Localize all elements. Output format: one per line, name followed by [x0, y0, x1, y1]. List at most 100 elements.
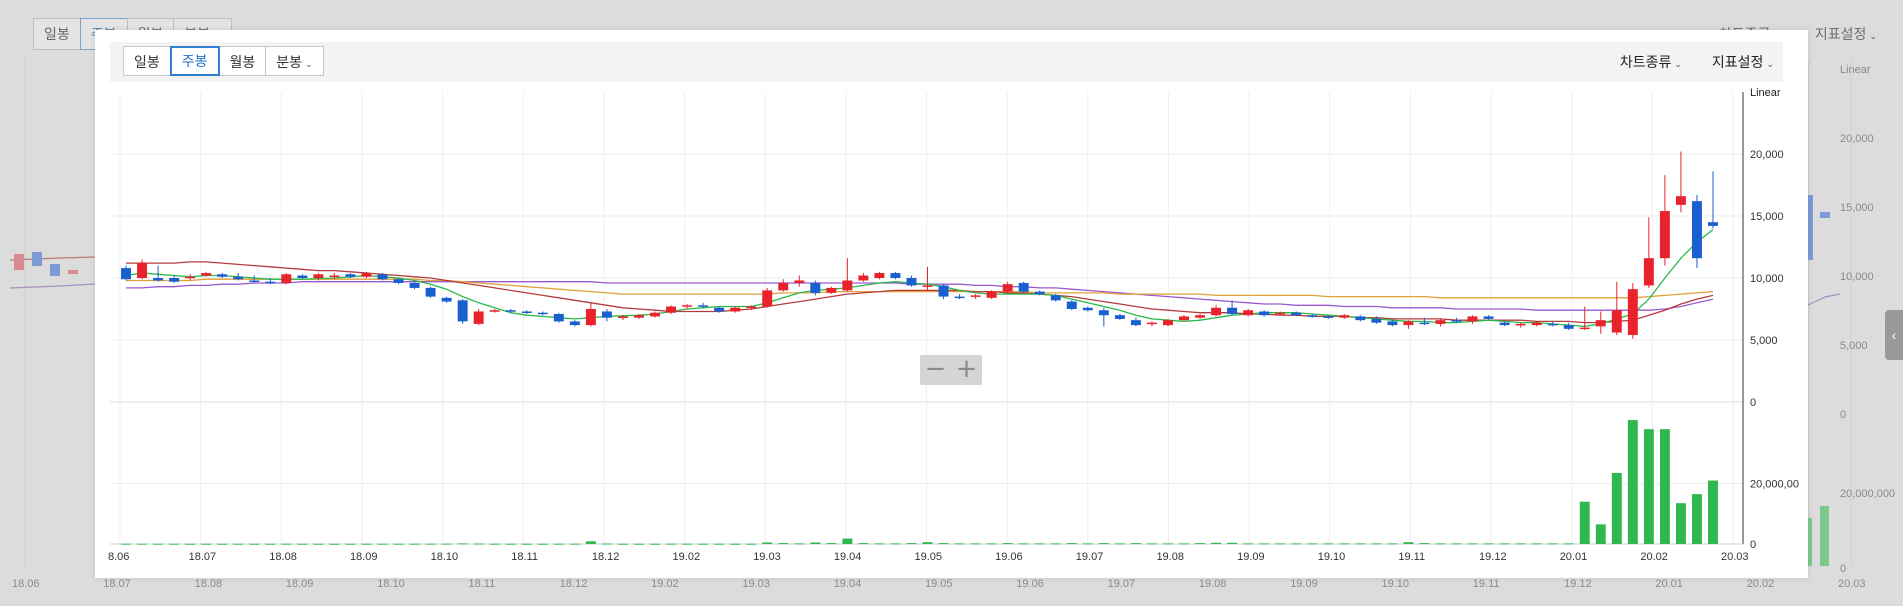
volume-bar	[1275, 543, 1286, 545]
candle	[730, 306, 741, 313]
candle-body	[826, 287, 837, 293]
candle	[1339, 313, 1350, 319]
candle-body	[1082, 307, 1093, 311]
volume-bar	[1435, 543, 1446, 545]
volume-bar	[906, 543, 917, 545]
candle-body	[1627, 289, 1638, 336]
chart-type-dropdown[interactable]: 차트종류 ⌄	[1620, 52, 1682, 72]
bg-x-axis-label: 18.06	[12, 578, 40, 590]
x-axis-label: 18.11	[511, 551, 538, 563]
candle	[986, 290, 997, 300]
candle-body	[441, 297, 452, 302]
chevron-down-icon: ⌄	[1674, 59, 1682, 69]
candle	[1627, 282, 1638, 339]
candle	[890, 271, 901, 280]
chevron-down-icon: ⌄	[1766, 59, 1774, 69]
candle	[537, 311, 548, 316]
volume-bar	[457, 543, 468, 545]
candle	[954, 294, 965, 300]
candle	[1098, 307, 1109, 327]
candle-body	[569, 321, 580, 326]
candle	[1708, 171, 1718, 229]
candle-body	[617, 316, 628, 318]
candle-body	[666, 306, 677, 313]
volume-bar	[746, 543, 757, 545]
bg-x-axis-label: 18.09	[286, 578, 314, 590]
volume-bar	[617, 543, 628, 545]
volume-bar	[1114, 543, 1125, 545]
candle	[233, 273, 244, 281]
candle-body	[1339, 315, 1350, 318]
volume-bar	[1531, 543, 1542, 545]
candle-body	[970, 295, 981, 297]
candle	[1579, 306, 1590, 331]
candle-body	[650, 312, 660, 317]
x-axis-label: 19.06	[995, 551, 1023, 563]
tab-weekly[interactable]: 주봉	[169, 46, 220, 76]
candle-body	[1162, 320, 1173, 326]
bg-candle-body	[1803, 195, 1813, 260]
candle-body	[1098, 310, 1109, 316]
zoom-out-button[interactable]: −	[924, 354, 947, 384]
tab-minute-label: 분봉	[276, 54, 303, 70]
volume-bar	[569, 543, 580, 545]
candle-body	[1499, 322, 1510, 326]
candle	[201, 271, 212, 277]
tab-daily[interactable]: 일봉	[123, 46, 171, 76]
candle-body	[682, 305, 693, 307]
candle-body	[537, 312, 548, 315]
candle	[1146, 321, 1157, 327]
bg-x-axis-label: 18.11	[469, 578, 496, 590]
candle-body	[730, 307, 741, 312]
bg-candle-body	[32, 252, 42, 266]
volume-bar	[1195, 543, 1205, 545]
side-panel-toggle-button[interactable]: ‹	[1885, 310, 1903, 360]
volume-bar	[1403, 542, 1414, 544]
candle-body	[1066, 301, 1077, 309]
bg-candle-body	[50, 264, 60, 276]
volume-bar	[1547, 543, 1558, 545]
bg-x-axis-label: 20.01	[1655, 578, 1683, 590]
price-volume-chart[interactable]: Linear 20,000 15,000 10,000 5,000 0 20,000,0…	[95, 30, 1808, 578]
candle	[650, 311, 660, 318]
candle-body	[1114, 315, 1125, 319]
candle-body	[1659, 211, 1670, 259]
candle	[970, 294, 981, 300]
candle	[409, 281, 420, 290]
bg-price-tick-label: 5,000	[1840, 340, 1868, 352]
bg-volume-tick-label: 20,000,000	[1840, 488, 1895, 500]
candle	[1211, 305, 1222, 317]
volume-bar	[970, 543, 981, 545]
candle-body	[185, 276, 196, 279]
candle	[1643, 217, 1654, 288]
volume-bar	[1034, 543, 1045, 545]
x-axis-label: 20.03	[1721, 551, 1749, 563]
volume-bar	[954, 543, 965, 545]
candle-body	[906, 278, 917, 286]
chart-modal: 일봉 주봉 월봉 분봉 ⌄ 차트종류 ⌄ 지표설정 ⌄ Linear 20,000 15…	[95, 30, 1808, 578]
x-axis-label: 18.07	[189, 551, 217, 563]
volume-tick-label: 20,000,00	[1750, 479, 1799, 491]
candle	[1355, 315, 1366, 322]
candle	[698, 302, 709, 308]
volume-bar	[1627, 420, 1638, 544]
volume-bar	[1579, 501, 1590, 544]
candle-body	[1435, 320, 1446, 324]
period-tabs: 일봉 주봉 월봉 분봉 ⌄	[123, 46, 324, 76]
tab-minute[interactable]: 분봉 ⌄	[265, 46, 324, 76]
indicator-settings-dropdown[interactable]: 지표설정 ⌄	[1712, 52, 1774, 72]
zoom-in-button[interactable]: +	[955, 354, 978, 384]
bg-x-axis-label: 18.12	[560, 578, 588, 590]
price-tick-label: 5,000	[1750, 335, 1778, 347]
candle	[1114, 313, 1125, 321]
candle-body	[1467, 316, 1478, 322]
x-axis-label: 18.09	[350, 551, 378, 563]
candle	[666, 305, 677, 314]
volume-bar	[1339, 543, 1350, 545]
bg-x-axis-label: 19.10	[1382, 578, 1410, 590]
candle-body	[281, 274, 292, 283]
candle	[1483, 315, 1494, 321]
bg-volume-tick-label: 0	[1840, 563, 1846, 575]
bg-x-axis-label: 18.07	[103, 578, 131, 590]
candle-body	[553, 313, 564, 322]
